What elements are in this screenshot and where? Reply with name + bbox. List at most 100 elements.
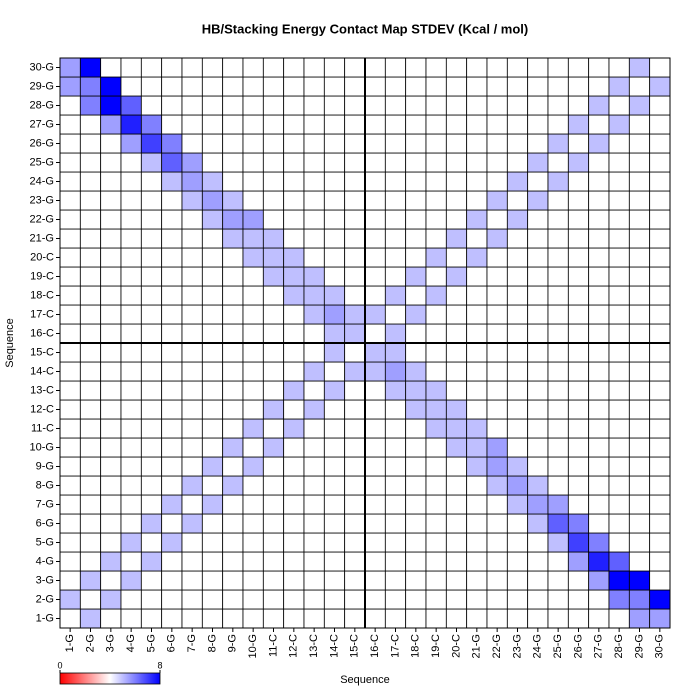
x-tick-label: 15-C <box>349 634 361 658</box>
heatmap-cell <box>364 418 386 439</box>
heatmap-cell <box>303 551 325 572</box>
heatmap-cell <box>567 57 590 78</box>
heatmap-cell <box>161 418 183 439</box>
heatmap-cell <box>628 266 651 287</box>
heatmap-cell <box>425 589 447 610</box>
heatmap-cell <box>79 532 102 553</box>
heatmap-cell <box>649 133 671 154</box>
heatmap-cell <box>283 76 305 97</box>
heatmap-cell <box>405 57 427 78</box>
heatmap-cell <box>201 532 224 553</box>
heatmap-cell <box>608 285 630 306</box>
heatmap-cell <box>445 551 468 572</box>
heatmap-cell <box>425 361 447 382</box>
heatmap-cell <box>364 361 386 382</box>
heatmap-cell <box>628 285 651 306</box>
heatmap-cell <box>384 190 407 211</box>
heatmap-cell <box>140 570 163 591</box>
heatmap-cell <box>242 57 264 78</box>
heatmap-cell <box>222 95 244 116</box>
heatmap-cell <box>323 266 346 287</box>
heatmap-cell <box>445 133 468 154</box>
heatmap-cell <box>222 608 244 629</box>
x-tick-label: 21-G <box>471 634 483 658</box>
heatmap-cell <box>384 304 407 325</box>
heatmap-cell <box>547 209 569 230</box>
heatmap-cell <box>79 152 102 173</box>
heatmap-cell <box>588 570 610 591</box>
heatmap-cell <box>425 532 447 553</box>
heatmap-cell <box>588 323 610 344</box>
heatmap-cell <box>161 209 183 230</box>
heatmap-cell <box>79 133 102 154</box>
heatmap-cell <box>283 114 305 135</box>
heatmap-cell <box>303 114 325 135</box>
heatmap-cell <box>384 152 407 173</box>
y-tick-label: 10-G <box>30 441 54 453</box>
heatmap-cell <box>466 570 488 591</box>
heatmap-cell <box>262 266 285 287</box>
heatmap-cell <box>567 437 590 458</box>
heatmap-cell <box>628 551 651 572</box>
heatmap-cell <box>628 608 651 629</box>
heatmap-cell <box>425 323 447 344</box>
heatmap-cell <box>181 190 203 211</box>
heatmap-cell <box>100 399 122 420</box>
heatmap-cell <box>344 228 366 249</box>
heatmap-cell <box>445 380 468 401</box>
heatmap-cell <box>384 608 407 629</box>
heatmap-cell <box>100 456 122 477</box>
heatmap-cell <box>405 570 427 591</box>
heatmap-cell <box>201 399 224 420</box>
heatmap-cell <box>527 456 549 477</box>
heatmap-cell <box>628 570 651 591</box>
heatmap-cell <box>445 361 468 382</box>
heatmap-cell <box>100 342 122 363</box>
heatmap-cell <box>100 532 122 553</box>
y-tick-label: 21-G <box>30 232 54 244</box>
heatmap-cell <box>506 399 529 420</box>
x-tick-label: 22-G <box>491 634 503 658</box>
heatmap-cell <box>262 133 285 154</box>
heatmap-cell <box>323 57 346 78</box>
heatmap-cell <box>649 114 671 135</box>
heatmap-cell <box>323 114 346 135</box>
heatmap-cell <box>486 399 508 420</box>
heatmap-cell <box>628 152 651 173</box>
heatmap-cell <box>649 171 671 192</box>
x-tick-label: 6-G <box>166 634 178 652</box>
heatmap-cell <box>364 323 386 344</box>
heatmap-cell <box>588 304 610 325</box>
x-tick-label: 20-C <box>450 634 462 658</box>
heatmap-cell <box>506 190 529 211</box>
heatmap-cell <box>527 361 549 382</box>
heatmap-cell <box>405 209 427 230</box>
heatmap-cell <box>364 57 386 78</box>
heatmap-cell <box>506 323 529 344</box>
heatmap-cell <box>59 304 81 325</box>
heatmap-cell <box>608 380 630 401</box>
heatmap-cell <box>283 513 305 534</box>
heatmap-cell <box>59 190 81 211</box>
heatmap-cell <box>59 475 81 496</box>
heatmap-cell <box>628 475 651 496</box>
heatmap-cell <box>323 456 346 477</box>
heatmap-cell <box>567 380 590 401</box>
heatmap-cell <box>283 589 305 610</box>
heatmap-cell <box>323 247 346 268</box>
heatmap-cell <box>405 266 427 287</box>
heatmap-cell <box>425 266 447 287</box>
heatmap-cell <box>527 76 549 97</box>
heatmap-cell <box>405 494 427 515</box>
heatmap-cell <box>222 513 244 534</box>
heatmap-cell <box>79 608 102 629</box>
heatmap-cell <box>608 551 630 572</box>
heatmap-cell <box>242 608 264 629</box>
heatmap-cell <box>59 171 81 192</box>
heatmap-cell <box>466 513 488 534</box>
heatmap-cell <box>201 361 224 382</box>
heatmap-cell <box>344 152 366 173</box>
heatmap-cell <box>181 152 203 173</box>
heatmap-cell <box>547 608 569 629</box>
heatmap-cell <box>364 532 386 553</box>
